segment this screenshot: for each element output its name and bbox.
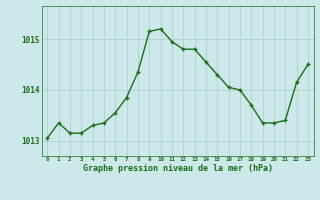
- X-axis label: Graphe pression niveau de la mer (hPa): Graphe pression niveau de la mer (hPa): [83, 164, 273, 173]
